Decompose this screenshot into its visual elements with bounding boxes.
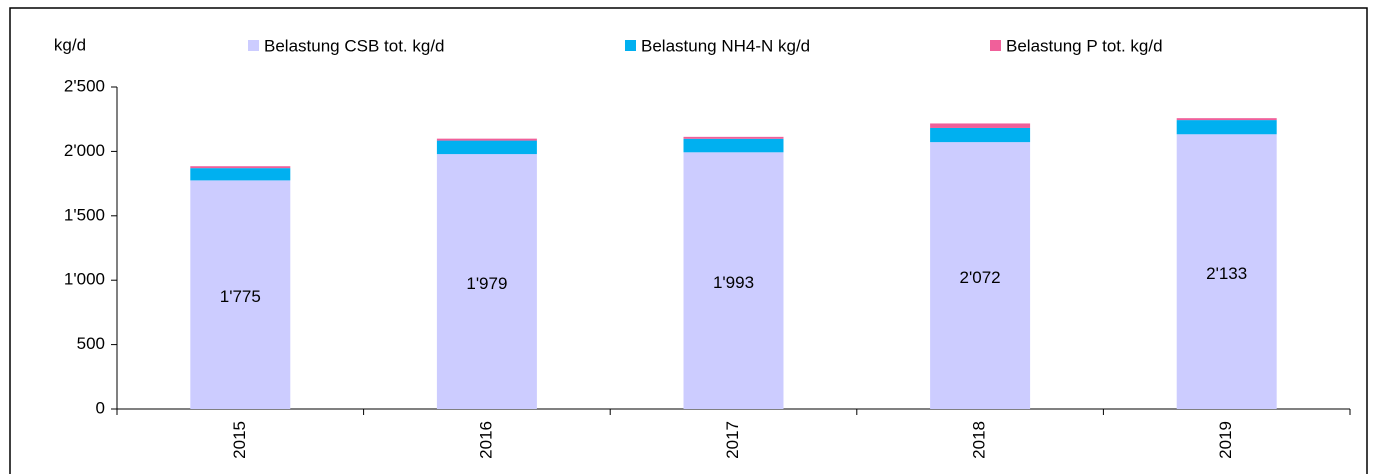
bar-segment — [1176, 118, 1277, 121]
y-tick-label: 2'500 — [64, 76, 105, 95]
value-label: 2'133 — [1206, 264, 1247, 283]
x-tick-label: 2019 — [1216, 421, 1235, 459]
value-label: 2'072 — [960, 268, 1001, 287]
y-tick-label: 500 — [77, 334, 105, 353]
legend-label: Belastung P tot. kg/d — [1006, 36, 1163, 55]
bar-segment — [930, 127, 1031, 143]
bar-segment — [930, 142, 1031, 409]
x-tick-label: 2015 — [230, 421, 249, 459]
legend-swatch — [625, 40, 636, 51]
bar-segment — [1176, 134, 1277, 410]
bar-segment — [683, 152, 784, 409]
x-tick-label: 2018 — [970, 421, 989, 459]
bar-segment — [436, 140, 537, 155]
legend-label: Belastung CSB tot. kg/d — [264, 36, 445, 55]
bar-segment — [436, 154, 537, 409]
bar-segment — [930, 123, 1031, 128]
bar-segment — [683, 136, 784, 139]
legend-swatch — [990, 40, 1001, 51]
value-label: 1'993 — [713, 273, 754, 292]
legend-label: Belastung NH4-N kg/d — [641, 36, 810, 55]
value-label: 1'979 — [466, 274, 507, 293]
x-tick-label: 2017 — [723, 421, 742, 459]
bar-segment — [436, 138, 537, 141]
bar-segment — [683, 138, 784, 153]
bar-segment — [190, 168, 291, 181]
chart-frame — [9, 7, 1368, 474]
bar-segment — [190, 180, 291, 409]
x-tick-label: 2016 — [476, 421, 495, 459]
bar-segment — [190, 166, 291, 169]
legend-swatch — [248, 40, 259, 51]
y-tick-label: 2'000 — [64, 141, 105, 160]
y-tick-label: 1'500 — [64, 205, 105, 224]
bar-segment — [1176, 120, 1277, 135]
value-label: 1'775 — [220, 287, 261, 306]
y-tick-label: 1'000 — [64, 270, 105, 289]
y-axis-title: kg/d — [54, 35, 86, 54]
y-tick-label: 0 — [96, 398, 105, 417]
